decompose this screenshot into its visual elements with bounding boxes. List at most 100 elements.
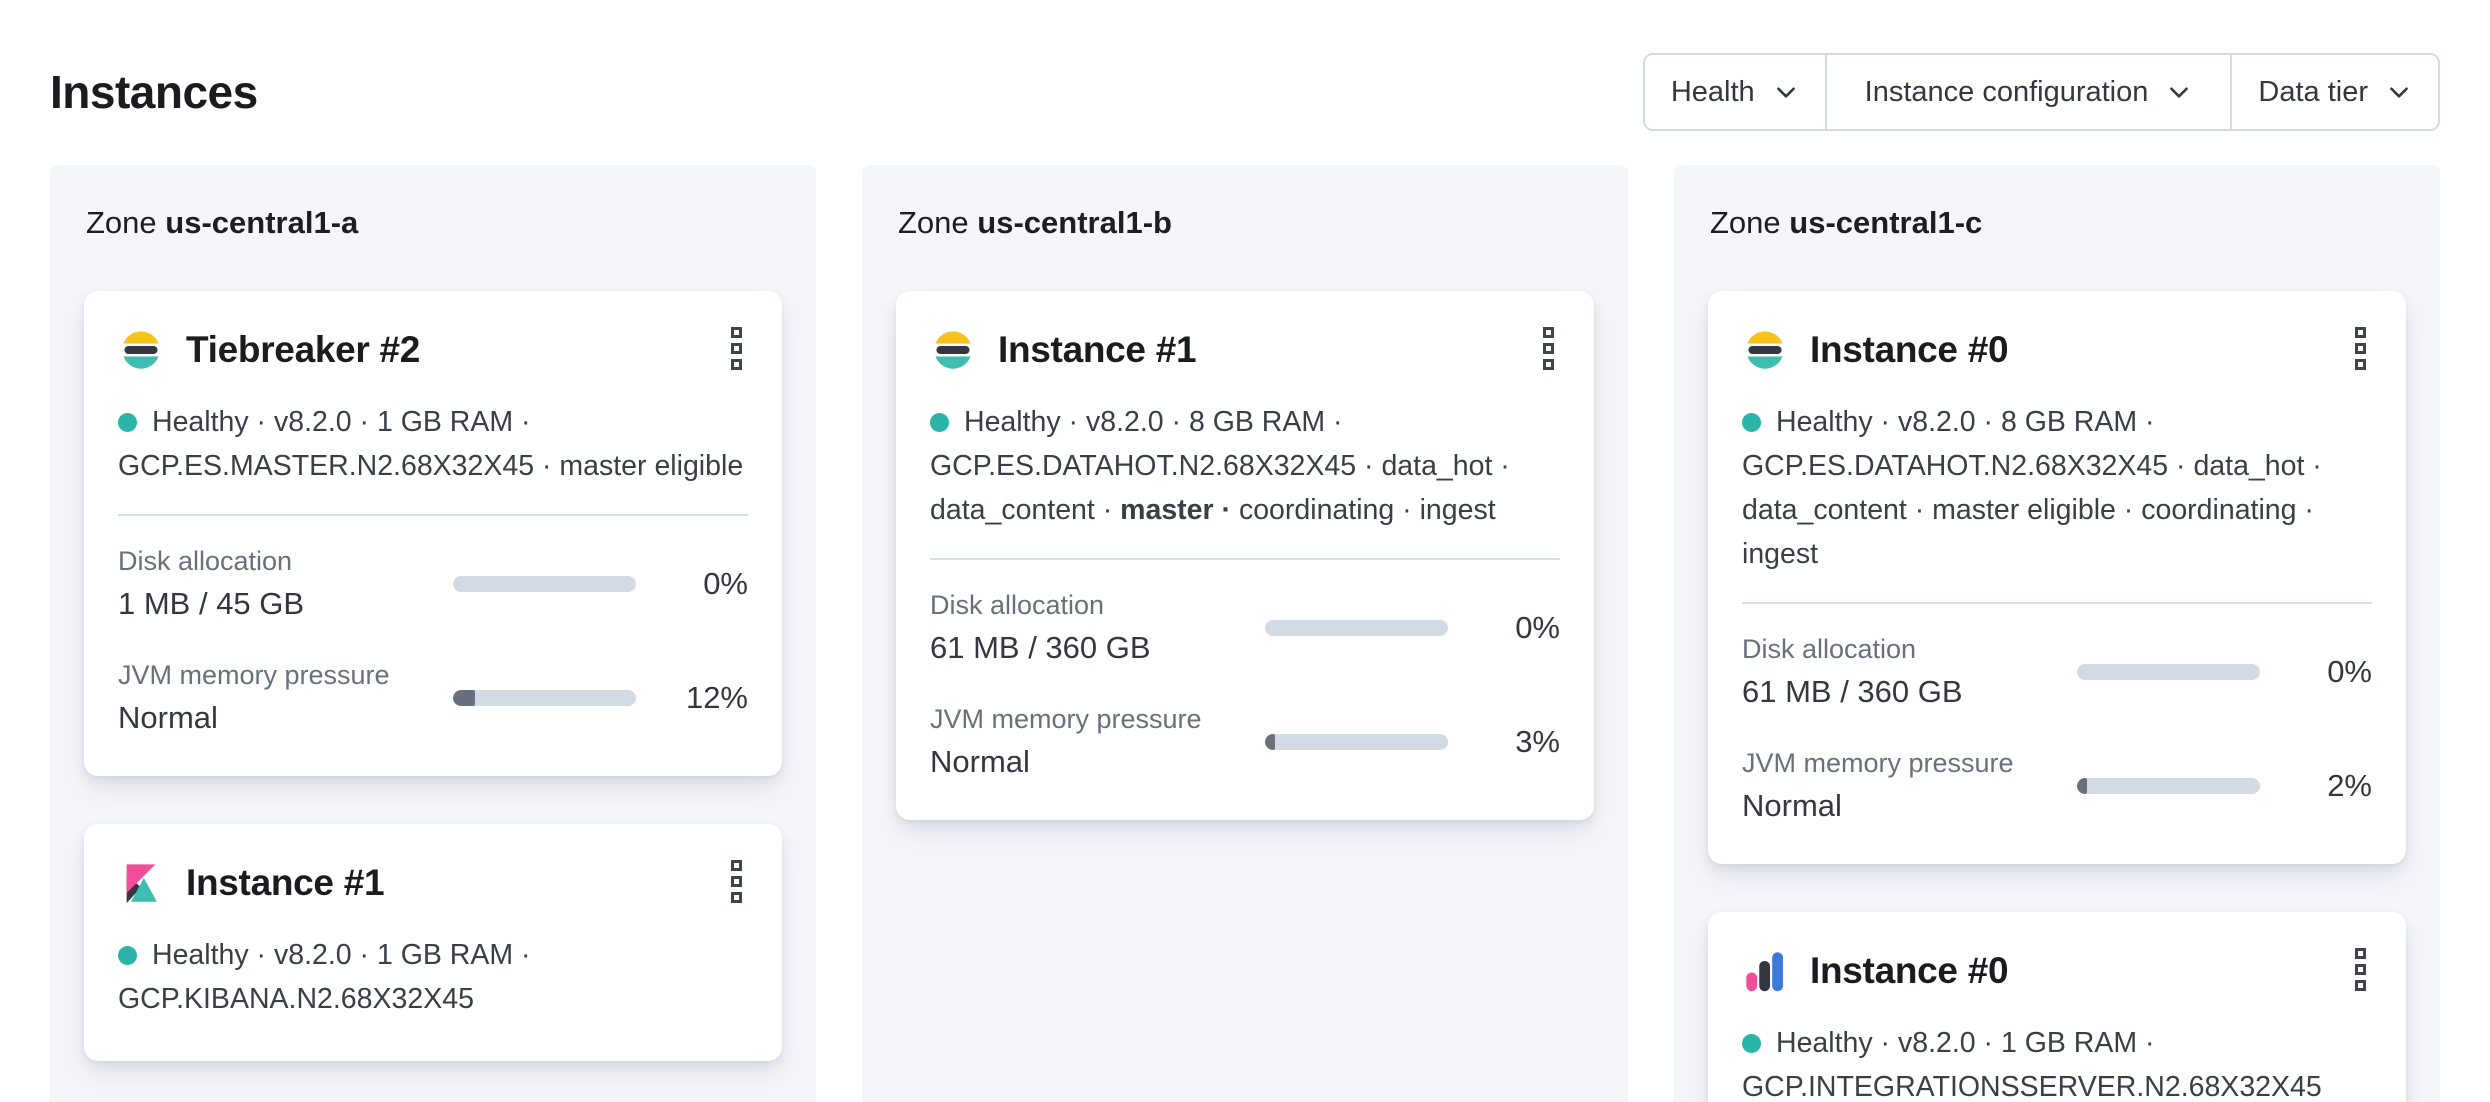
instance-status-line: Healthy · v8.2.0 · 8 GB RAM · GCP.ES.DAT…	[930, 400, 1560, 532]
status-item: Healthy ·	[1776, 1027, 1891, 1059]
health-status-icon	[1742, 1034, 1761, 1053]
metric-progress-bar	[452, 576, 636, 592]
zone-name: us-central1-c	[1789, 205, 1983, 240]
status-item: ingest	[1742, 538, 1819, 570]
instance-menu-button[interactable]	[725, 856, 748, 907]
zone-panel: Zone us-central1-b Instance #1 Healthy ·…	[862, 165, 1628, 1102]
filter-button-label: Instance configuration	[1864, 75, 2149, 108]
zone-cards: Instance #0 Healthy · v8.2.0 · 8 GB RAM …	[1708, 291, 2406, 1102]
zone-cards: Tiebreaker #2 Healthy · v8.2.0 · 1 GB RA…	[84, 291, 782, 1061]
elasticsearch-icon	[1746, 330, 1784, 369]
status-item: GCP.ES.MASTER.N2.68X32X45 ·	[118, 450, 552, 482]
instance-title[interactable]: Tiebreaker #2	[186, 328, 421, 370]
status-item: master eligible	[559, 450, 744, 482]
status-item: GCP.ES.DATAHOT.N2.68X32X45 ·	[1742, 450, 2186, 482]
metric-percent: 3%	[1515, 724, 1560, 759]
zone-name: us-central1-b	[977, 205, 1172, 240]
filter-button-health[interactable]: Health	[1644, 55, 1827, 129]
instance-title[interactable]: Instance #0	[1810, 328, 2009, 370]
status-item: 8 GB RAM ·	[1188, 406, 1343, 438]
status-item: 1 GB RAM ·	[2000, 1027, 2155, 1059]
integrations-server-icon	[1742, 948, 1788, 994]
metric-value: 1 MB / 45 GB	[118, 586, 305, 621]
card-divider	[930, 558, 1560, 560]
metric-percent: 0%	[1515, 610, 1560, 645]
elasticsearch-icon	[934, 330, 972, 369]
status-item: v8.2.0 ·	[273, 939, 370, 971]
integrations-server-icon	[1746, 951, 1783, 991]
filter-button-label: Health	[1670, 75, 1755, 108]
instance-status-line: Healthy · v8.2.0 · 1 GB RAM · GCP.ES.MAS…	[118, 400, 748, 488]
instance-card: Tiebreaker #2 Healthy · v8.2.0 · 1 GB RA…	[84, 291, 782, 776]
metric-row: JVM memory pressure Normal 12%	[118, 660, 748, 736]
metric-label: Disk allocation	[118, 546, 293, 576]
health-status-icon	[930, 413, 949, 432]
health-status-icon	[1742, 413, 1761, 432]
status-item: v8.2.0 ·	[1897, 406, 1994, 438]
instance-title[interactable]: Instance #0	[1810, 949, 2009, 991]
filter-group: Health Instance configuration Data tier	[1642, 53, 2440, 131]
status-item: 8 GB RAM ·	[2000, 406, 2155, 438]
zone-label-word: Zone	[86, 205, 157, 240]
instance-status-line: Healthy · v8.2.0 · 1 GB RAM · GCP.KIBANA…	[118, 933, 748, 1021]
metric-percent: 2%	[2327, 768, 2372, 803]
filter-button-label: Data tier	[2258, 75, 2368, 108]
status-item: data_hot ·	[2193, 450, 2322, 482]
instance-status-line: Healthy · v8.2.0 · 1 GB RAM · GCP.INTEGR…	[1742, 1021, 2372, 1102]
status-item: v8.2.0 ·	[1897, 1027, 1994, 1059]
chevron-down-icon	[2170, 87, 2189, 98]
health-status-icon	[118, 413, 137, 432]
metric-row: Disk allocation 1 MB / 45 GB 0%	[118, 546, 748, 622]
instance-metrics: Disk allocation 1 MB / 45 GB 0% JVM memo…	[118, 546, 748, 736]
zone-label-word: Zone	[1710, 205, 1781, 240]
card-divider	[118, 514, 748, 516]
metric-percent: 0%	[2327, 654, 2372, 689]
metric-value: Normal	[1742, 788, 1842, 823]
metric-label: Disk allocation	[1742, 634, 1917, 664]
filter-button-instance-configuration[interactable]: Instance configuration	[1826, 55, 2233, 129]
zone-panel: Zone us-central1-c Instance #0 Healthy ·…	[1674, 165, 2440, 1102]
instance-title[interactable]: Instance #1	[186, 861, 385, 903]
instance-card: Instance #1 Healthy · v8.2.0 · 8 GB RAM …	[896, 291, 1594, 820]
status-item: 1 GB RAM ·	[376, 939, 531, 971]
filter-button-data-tier[interactable]: Data tier	[2232, 55, 2438, 129]
status-item: v8.2.0 ·	[273, 406, 370, 438]
chevron-down-icon	[2390, 87, 2408, 98]
metric-row: Disk allocation 61 MB / 360 GB 0%	[1742, 634, 2372, 710]
status-item: ingest	[1419, 494, 1496, 526]
status-item: v8.2.0 ·	[1085, 406, 1182, 438]
metric-value: Normal	[118, 700, 218, 735]
metric-progress-bar	[2076, 664, 2260, 680]
metric-value: Normal	[930, 744, 1030, 779]
instance-title[interactable]: Instance #1	[998, 328, 1197, 370]
status-item: Healthy ·	[964, 406, 1079, 438]
metric-label: Disk allocation	[930, 590, 1105, 620]
status-item: data_content ·	[930, 494, 1113, 526]
instance-menu-button[interactable]	[2349, 944, 2372, 995]
elasticsearch-icon	[1742, 327, 1788, 373]
instance-card: Instance #0 Healthy · v8.2.0 · 1 GB RAM …	[1708, 912, 2406, 1102]
metric-row: Disk allocation 61 MB / 360 GB 0%	[930, 590, 1560, 666]
instance-menu-button[interactable]	[2349, 323, 2372, 374]
zone-label-word: Zone	[898, 205, 969, 240]
health-status-icon	[118, 946, 137, 965]
metric-progress-bar	[2076, 778, 2260, 794]
metric-progress-bar	[452, 690, 636, 706]
metric-percent: 0%	[703, 566, 748, 601]
metric-progress-bar	[1264, 734, 1448, 750]
instance-menu-button[interactable]	[1537, 323, 1560, 374]
metric-label: JVM memory pressure	[1742, 748, 2014, 778]
status-item: master eligible ·	[1932, 494, 2134, 526]
page-title: Instances	[50, 66, 258, 118]
instance-menu-button[interactable]	[725, 323, 748, 374]
status-item: Healthy ·	[1776, 406, 1891, 438]
zone-cards: Instance #1 Healthy · v8.2.0 · 8 GB RAM …	[896, 291, 1594, 820]
metric-label: JVM memory pressure	[930, 704, 1202, 734]
status-item: coordinating ·	[2141, 494, 2314, 526]
instance-metrics: Disk allocation 61 MB / 360 GB 0% JVM me…	[930, 590, 1560, 780]
status-item: GCP.INTEGRATIONSSERVER.N2.68X32X45	[1742, 1071, 2322, 1102]
instance-metrics: Disk allocation 61 MB / 360 GB 0% JVM me…	[1742, 634, 2372, 824]
elasticsearch-icon	[930, 327, 976, 373]
status-item: 1 GB RAM ·	[376, 406, 531, 438]
